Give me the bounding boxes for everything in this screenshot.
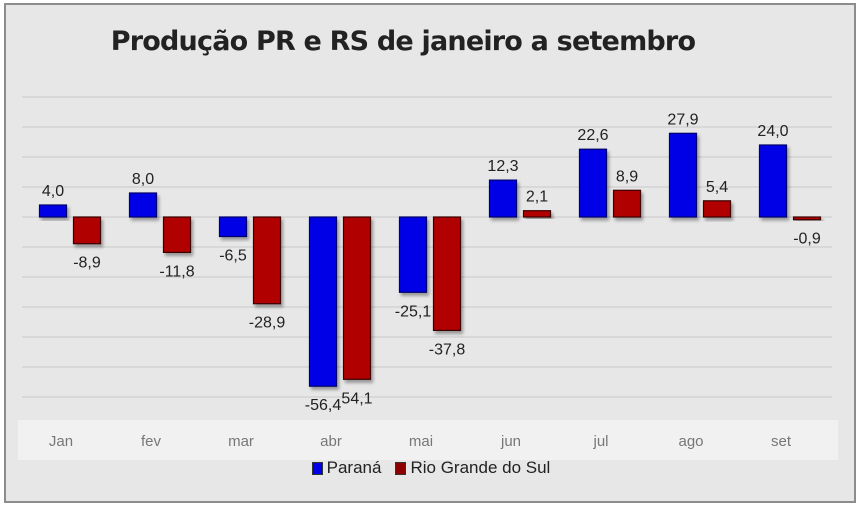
x-tick-label: fev <box>141 433 162 450</box>
data-label: 12,3 <box>487 158 518 175</box>
bar-parana-mai <box>398 216 428 293</box>
x-tick-label: jul <box>592 433 608 450</box>
bar-parana-jun <box>488 179 518 218</box>
data-label: 54,1 <box>341 390 372 407</box>
x-tick-label: ago <box>678 433 703 450</box>
legend-item-rs: Rio Grande do Sul <box>395 458 550 478</box>
bar-rs-mar <box>252 216 282 305</box>
data-label: 27,9 <box>667 111 698 128</box>
x-tick-label: Jan <box>49 433 73 450</box>
data-label: -37,8 <box>429 341 466 358</box>
bar-parana-fev <box>128 192 158 218</box>
bar-rs-jun <box>522 210 552 218</box>
x-axis-band <box>18 420 838 460</box>
x-tick-label: jun <box>500 433 521 450</box>
data-label: 24,0 <box>757 123 788 140</box>
x-tick-label: set <box>771 433 792 450</box>
legend-swatch-rs <box>395 461 407 475</box>
legend-label-rs: Rio Grande do Sul <box>410 458 551 477</box>
chart-frame <box>4 3 856 503</box>
chart-title: Produção PR e RS de janeiro a setembro <box>0 26 862 57</box>
data-labels: 4,0 -8,9 8,0 -11,8 -6,5 -28,9 -56,4 54,1 -25,1 -3… <box>42 111 821 414</box>
legend-label-parana: Paraná <box>326 458 382 477</box>
data-label: -6,5 <box>219 248 247 265</box>
data-label: -11,8 <box>159 263 194 280</box>
bar-rs-mai <box>432 216 462 332</box>
data-label: -28,9 <box>249 315 286 332</box>
data-label: 5,4 <box>706 179 728 196</box>
data-label: 8,0 <box>132 171 154 188</box>
chart-title-text: Produção PR e RS de janeiro a setembro <box>110 26 696 57</box>
bar-rs-jul <box>612 189 642 218</box>
data-label: 8,9 <box>616 168 638 185</box>
bars <box>38 132 822 387</box>
x-tick-labels: Jan fev mar abr mai jun jul ago set <box>49 433 792 450</box>
data-label: 22,6 <box>577 127 608 144</box>
data-label: -56,4 <box>305 397 342 414</box>
bar-rs-fev <box>162 216 192 254</box>
bar-parana-mar <box>218 216 248 238</box>
x-tick-label: mar <box>228 433 254 450</box>
legend-swatch-parana <box>311 461 323 475</box>
bar-rs-set <box>792 216 822 221</box>
data-label: 4,0 <box>42 183 64 200</box>
x-tick-label: mai <box>409 433 433 450</box>
legend: Paraná Rio Grande do Sul <box>0 458 862 478</box>
data-label: 2,1 <box>526 189 548 206</box>
bar-rs-abr <box>342 216 372 380</box>
bar-rs-jan <box>72 216 102 245</box>
bar-parana-jan <box>38 204 68 218</box>
bar-parana-abr <box>308 216 338 387</box>
bar-parana-ago <box>668 132 698 218</box>
bar-parana-set <box>758 144 788 218</box>
bar-rs-ago <box>702 200 732 218</box>
x-tick-label: abr <box>320 433 342 450</box>
data-label: -0,9 <box>793 231 821 248</box>
legend-item-parana: Paraná <box>311 458 382 478</box>
bar-parana-jul <box>578 148 608 218</box>
data-label: -25,1 <box>395 303 432 320</box>
data-label: -8,9 <box>73 255 101 272</box>
